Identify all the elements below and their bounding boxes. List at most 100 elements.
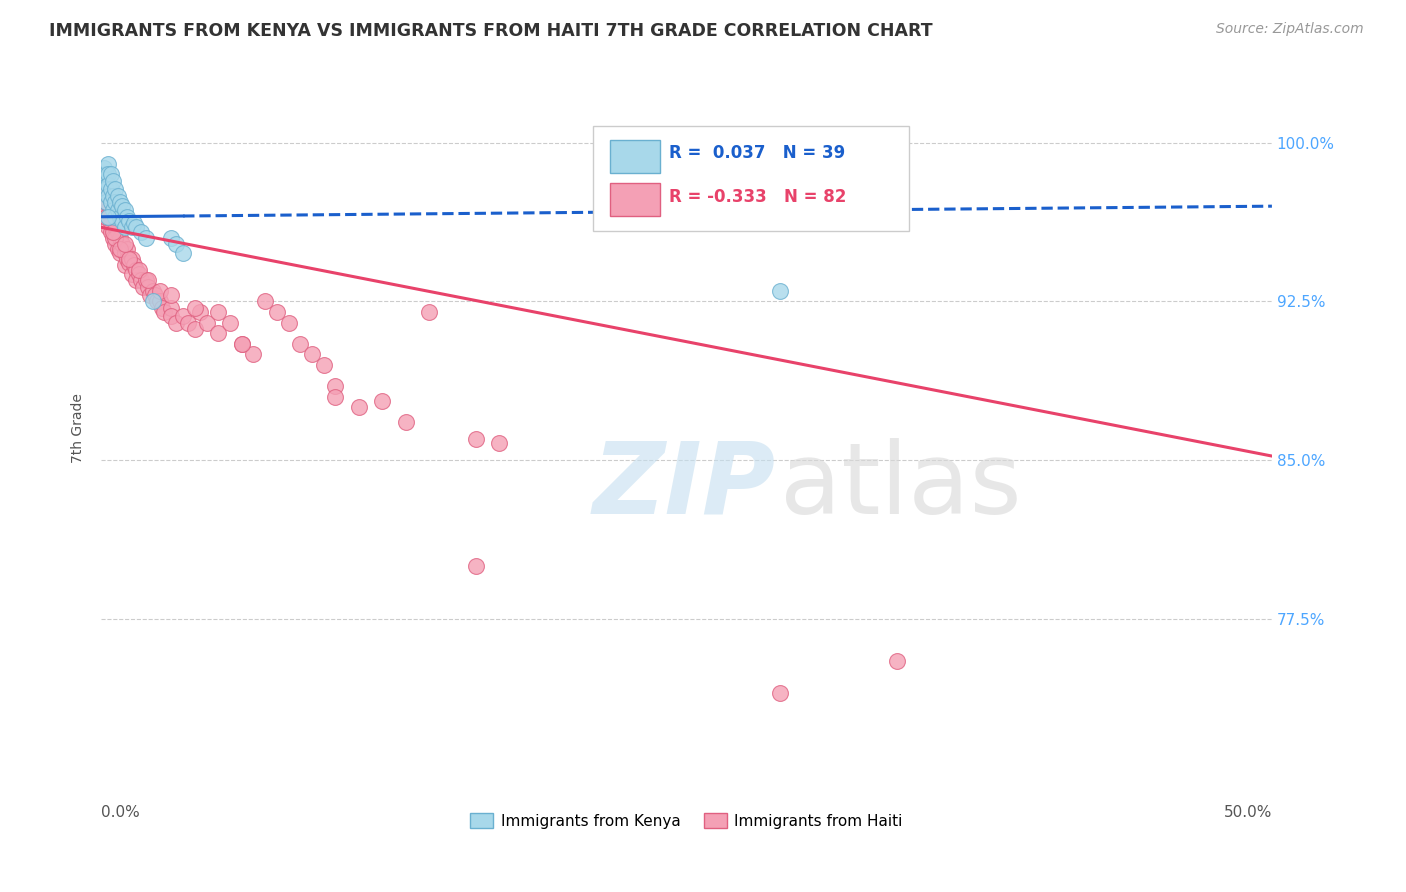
Point — [149, 284, 172, 298]
Point — [231, 336, 253, 351]
Point — [160, 310, 183, 324]
Point — [195, 316, 218, 330]
Point — [254, 294, 277, 309]
Point — [769, 284, 792, 298]
Point — [114, 237, 136, 252]
Point — [135, 231, 157, 245]
Point — [114, 245, 136, 260]
Point — [153, 305, 176, 319]
Point — [371, 394, 394, 409]
Point — [108, 194, 131, 209]
Point — [97, 157, 120, 171]
Point — [242, 347, 264, 361]
Point — [111, 214, 134, 228]
Text: R =  0.037   N = 39: R = 0.037 N = 39 — [669, 145, 845, 162]
Point — [142, 294, 165, 309]
Point — [160, 231, 183, 245]
Point — [115, 210, 138, 224]
Point — [418, 305, 440, 319]
Point — [312, 358, 335, 372]
Point — [172, 310, 194, 324]
Point — [104, 231, 127, 245]
FancyBboxPatch shape — [593, 126, 910, 230]
Point — [114, 259, 136, 273]
Point — [207, 305, 229, 319]
Point — [100, 194, 122, 209]
Point — [94, 168, 117, 182]
Point — [97, 210, 120, 224]
Point — [165, 237, 187, 252]
Point — [100, 210, 122, 224]
Point — [118, 252, 141, 266]
Text: atlas: atlas — [780, 438, 1022, 534]
Point — [128, 267, 150, 281]
Point — [100, 168, 122, 182]
Point — [118, 256, 141, 270]
Point — [107, 225, 129, 239]
Point — [184, 322, 207, 336]
Point — [104, 194, 127, 209]
Point — [115, 252, 138, 266]
Point — [94, 194, 117, 209]
Point — [107, 242, 129, 256]
Point — [97, 220, 120, 235]
Point — [104, 210, 127, 224]
Point — [93, 161, 115, 175]
Point — [136, 279, 159, 293]
Point — [149, 294, 172, 309]
Point — [125, 262, 148, 277]
Point — [135, 273, 157, 287]
Point — [142, 284, 165, 298]
Point — [128, 262, 150, 277]
Point — [125, 273, 148, 287]
Point — [129, 225, 152, 239]
Point — [125, 220, 148, 235]
Point — [121, 267, 143, 281]
Point — [160, 301, 183, 315]
Point — [104, 220, 127, 235]
Text: ZIP: ZIP — [593, 438, 776, 534]
Point — [488, 436, 510, 450]
Point — [347, 401, 370, 415]
Point — [108, 242, 131, 256]
Point — [101, 203, 124, 218]
Point — [160, 288, 183, 302]
Point — [132, 279, 155, 293]
Point — [108, 231, 131, 245]
Point — [136, 273, 159, 287]
Point — [464, 559, 486, 574]
Point — [111, 199, 134, 213]
Point — [100, 225, 122, 239]
Point — [165, 316, 187, 330]
Point — [104, 237, 127, 252]
Point — [143, 288, 166, 302]
Point — [97, 178, 120, 192]
Point — [231, 336, 253, 351]
Point — [97, 203, 120, 218]
Text: 0.0%: 0.0% — [101, 805, 141, 821]
Point — [121, 252, 143, 266]
Point — [122, 259, 145, 273]
Text: 50.0%: 50.0% — [1223, 805, 1272, 821]
Point — [100, 216, 122, 230]
Point — [94, 210, 117, 224]
FancyBboxPatch shape — [610, 183, 659, 216]
Point — [150, 301, 173, 315]
Point — [94, 194, 117, 209]
Point — [108, 245, 131, 260]
Point — [97, 188, 120, 202]
Point — [301, 347, 323, 361]
Point — [266, 305, 288, 319]
Point — [94, 194, 117, 209]
Point — [93, 171, 115, 186]
Point — [146, 294, 169, 309]
Point — [107, 188, 129, 202]
FancyBboxPatch shape — [610, 140, 659, 173]
Y-axis label: 7th Grade: 7th Grade — [72, 393, 86, 464]
Point — [111, 237, 134, 252]
Point — [188, 305, 211, 319]
Point — [121, 220, 143, 235]
Point — [108, 210, 131, 224]
Point — [464, 432, 486, 446]
Point — [769, 686, 792, 700]
